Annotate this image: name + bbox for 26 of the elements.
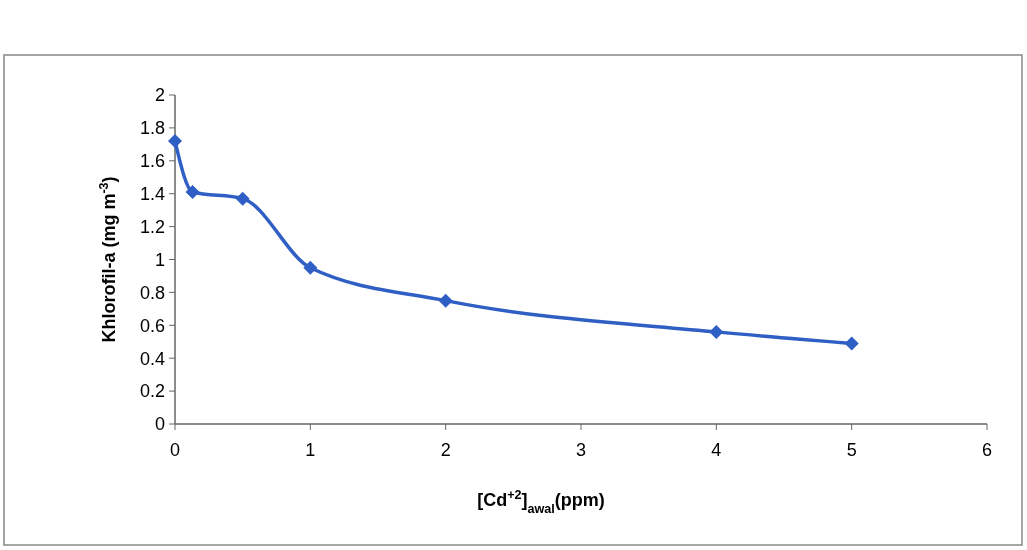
- x-tick-label: 1: [305, 440, 316, 460]
- point: [168, 134, 182, 149]
- x-axis-title: [Cd$^{+2}$]$_{awal}$(ppm): [477, 488, 605, 516]
- y-tick-label: 1.2: [139, 216, 165, 237]
- y-tick-label: 0.8: [139, 282, 165, 303]
- y-tick-label: 1: [154, 249, 165, 270]
- x-tick-label: 3: [575, 440, 587, 460]
- x-tick-label: 4: [711, 440, 722, 460]
- point: [185, 185, 200, 200]
- point: [844, 336, 859, 351]
- y-tick-label: 2: [154, 85, 165, 106]
- y-tick-label: 1.4: [139, 184, 165, 204]
- point: [303, 260, 318, 275]
- x-tick-label: 6: [981, 440, 993, 460]
- x-tick-label: 5: [846, 440, 857, 460]
- y-tick-label: 0.6: [139, 315, 165, 336]
- point: [438, 293, 453, 308]
- point: [235, 191, 250, 206]
- y-tick-label: 1.8: [139, 118, 165, 139]
- y-tick-label: 1.6: [139, 151, 165, 172]
- x-tick-label: 0: [169, 440, 181, 460]
- x-tick-label: 2: [440, 440, 451, 460]
- point: [709, 324, 724, 339]
- y-tick-label: 0.4: [139, 348, 165, 369]
- y-tick-label: 0.2: [139, 381, 165, 402]
- y-tick-label: 0: [154, 414, 165, 435]
